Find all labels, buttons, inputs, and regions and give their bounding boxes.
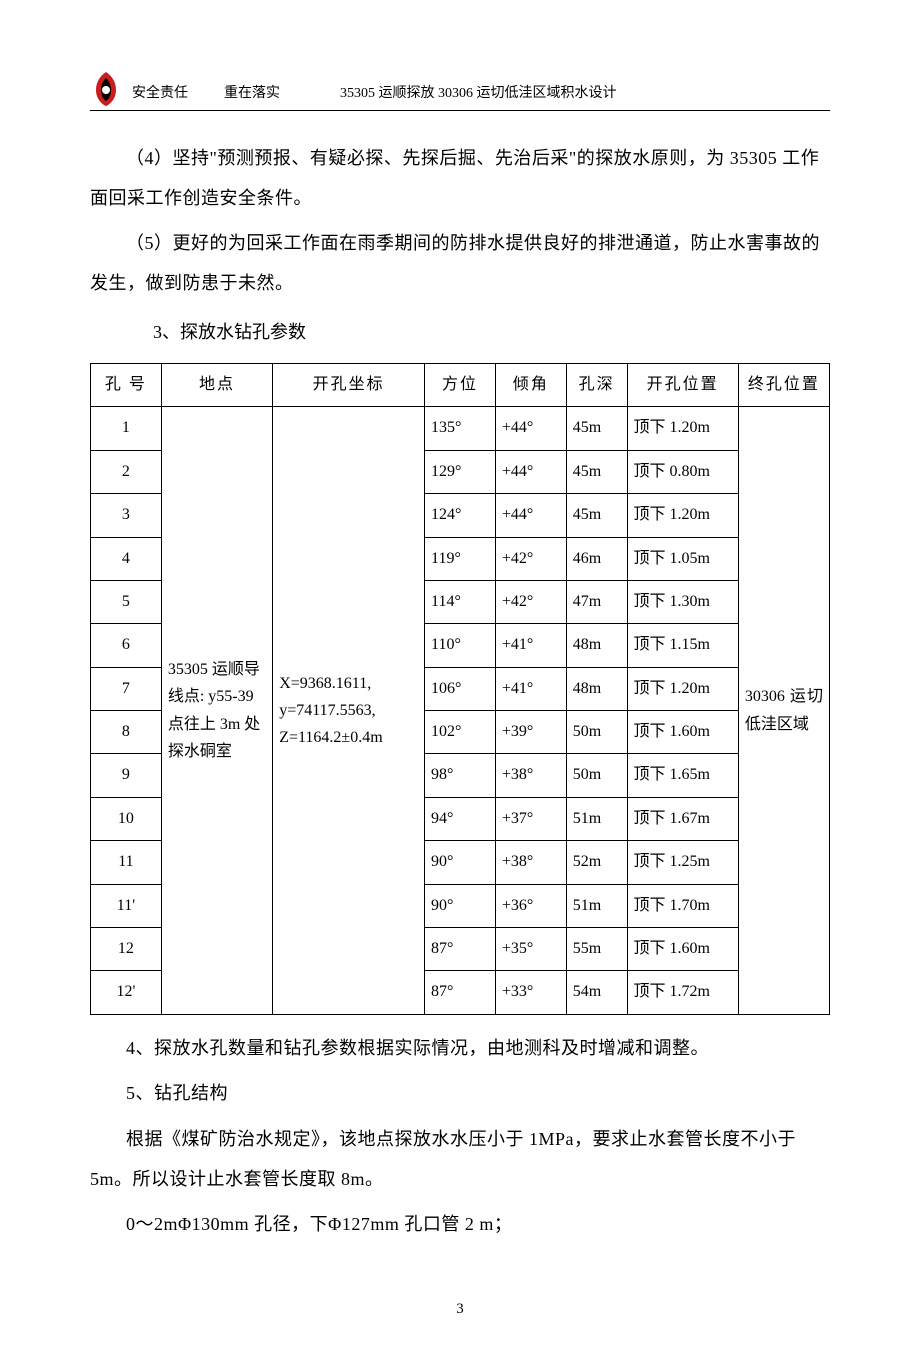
cell-angle: +44°: [495, 450, 566, 493]
cell-direction: 102°: [425, 711, 496, 754]
cell-open-pos: 顶下 0.80m: [627, 450, 738, 493]
cell-angle: +35°: [495, 928, 566, 971]
cell-hole-num: 11: [91, 841, 162, 884]
cell-depth: 55m: [566, 928, 627, 971]
cell-direction: 90°: [425, 884, 496, 927]
cell-depth: 52m: [566, 841, 627, 884]
logo-icon: [90, 70, 122, 108]
cell-open-pos: 顶下 1.60m: [627, 711, 738, 754]
cell-direction: 110°: [425, 624, 496, 667]
th-hole: 孔 号: [91, 363, 162, 406]
cell-depth: 50m: [566, 754, 627, 797]
cell-angle: +44°: [495, 407, 566, 450]
cell-open-pos: 顶下 1.15m: [627, 624, 738, 667]
section-3-title: 3、探放水钻孔参数: [90, 313, 830, 353]
th-coord: 开孔坐标: [273, 363, 425, 406]
cell-direction: 135°: [425, 407, 496, 450]
cell-angle: +38°: [495, 754, 566, 797]
cell-angle: +39°: [495, 711, 566, 754]
cell-open-pos: 顶下 1.20m: [627, 667, 738, 710]
paragraph-after-table: 4、探放水孔数量和钻孔参数根据实际情况，由地测科及时增减和调整。: [90, 1029, 830, 1069]
cell-coords: X=9368.1611, y=74117.5563, Z=1164.2±0.4m: [273, 407, 425, 1014]
table-header-row: 孔 号 地点 开孔坐标 方位 倾角 孔深 开孔位置 终孔位置: [91, 363, 830, 406]
header-text-1: 安全责任: [132, 81, 188, 108]
cell-open-pos: 顶下 1.60m: [627, 928, 738, 971]
paragraph-5-2: 0～2mΦ130mm 孔径，下Φ127mm 孔口管 2 m；: [90, 1205, 830, 1245]
cell-direction: 90°: [425, 841, 496, 884]
cell-open-pos: 顶下 1.70m: [627, 884, 738, 927]
cell-open-pos: 顶下 1.30m: [627, 580, 738, 623]
cell-end-pos: 30306 运切低洼区域: [738, 407, 829, 1014]
cell-depth: 45m: [566, 450, 627, 493]
cell-open-pos: 顶下 1.05m: [627, 537, 738, 580]
cell-angle: +33°: [495, 971, 566, 1014]
cell-angle: +38°: [495, 841, 566, 884]
header-text-2: 重在落实: [224, 81, 280, 108]
paragraph-4: （4）坚持"预测预报、有疑必探、先探后掘、先治后采"的探放水原则，为 35305…: [90, 139, 830, 218]
th-open: 开孔位置: [627, 363, 738, 406]
cell-hole-num: 3: [91, 494, 162, 537]
header-text-3: 35305 运顺探放 30306 运切低洼区域积水设计: [340, 81, 617, 108]
cell-angle: +42°: [495, 580, 566, 623]
cell-hole-num: 12': [91, 971, 162, 1014]
cell-direction: 94°: [425, 797, 496, 840]
th-ang: 倾角: [495, 363, 566, 406]
cell-direction: 87°: [425, 928, 496, 971]
cell-depth: 47m: [566, 580, 627, 623]
cell-hole-num: 4: [91, 537, 162, 580]
cell-direction: 106°: [425, 667, 496, 710]
cell-angle: +37°: [495, 797, 566, 840]
th-end: 终孔位置: [738, 363, 829, 406]
cell-depth: 50m: [566, 711, 627, 754]
table-row: 135305 运顺导线点: y55-39 点往上 3m 处探水硐室X=9368.…: [91, 407, 830, 450]
cell-direction: 98°: [425, 754, 496, 797]
cell-open-pos: 顶下 1.20m: [627, 494, 738, 537]
cell-open-pos: 顶下 1.67m: [627, 797, 738, 840]
paragraph-5-1: 根据《煤矿防治水规定》，该地点探放水水压小于 1MPa，要求止水套管长度不小于 …: [90, 1120, 830, 1199]
cell-open-pos: 顶下 1.72m: [627, 971, 738, 1014]
cell-angle: +41°: [495, 624, 566, 667]
cell-direction: 87°: [425, 971, 496, 1014]
cell-depth: 48m: [566, 667, 627, 710]
cell-angle: +44°: [495, 494, 566, 537]
cell-hole-num: 10: [91, 797, 162, 840]
cell-hole-num: 2: [91, 450, 162, 493]
cell-hole-num: 8: [91, 711, 162, 754]
cell-hole-num: 11': [91, 884, 162, 927]
cell-hole-num: 5: [91, 580, 162, 623]
cell-hole-num: 12: [91, 928, 162, 971]
cell-location: 35305 运顺导线点: y55-39 点往上 3m 处探水硐室: [161, 407, 272, 1014]
cell-hole-num: 9: [91, 754, 162, 797]
cell-direction: 119°: [425, 537, 496, 580]
section-5-title: 5、钻孔结构: [90, 1074, 830, 1114]
cell-depth: 48m: [566, 624, 627, 667]
cell-angle: +36°: [495, 884, 566, 927]
cell-hole-num: 7: [91, 667, 162, 710]
drill-parameters-table: 孔 号 地点 开孔坐标 方位 倾角 孔深 开孔位置 终孔位置 135305 运顺…: [90, 363, 830, 1015]
cell-angle: +41°: [495, 667, 566, 710]
cell-hole-num: 1: [91, 407, 162, 450]
th-dir: 方位: [425, 363, 496, 406]
cell-depth: 51m: [566, 884, 627, 927]
cell-hole-num: 6: [91, 624, 162, 667]
cell-angle: +42°: [495, 537, 566, 580]
cell-depth: 51m: [566, 797, 627, 840]
th-loc: 地点: [161, 363, 272, 406]
cell-direction: 124°: [425, 494, 496, 537]
cell-depth: 45m: [566, 494, 627, 537]
page-header: 安全责任 重在落实 35305 运顺探放 30306 运切低洼区域积水设计: [90, 70, 830, 111]
paragraph-5: （5）更好的为回采工作面在雨季期间的防排水提供良好的排泄通道，防止水害事故的发生…: [90, 224, 830, 303]
th-depth: 孔深: [566, 363, 627, 406]
cell-depth: 46m: [566, 537, 627, 580]
cell-depth: 54m: [566, 971, 627, 1014]
cell-depth: 45m: [566, 407, 627, 450]
cell-open-pos: 顶下 1.65m: [627, 754, 738, 797]
cell-direction: 129°: [425, 450, 496, 493]
cell-open-pos: 顶下 1.25m: [627, 841, 738, 884]
cell-open-pos: 顶下 1.20m: [627, 407, 738, 450]
cell-direction: 114°: [425, 580, 496, 623]
page-number: 3: [90, 1295, 830, 1324]
